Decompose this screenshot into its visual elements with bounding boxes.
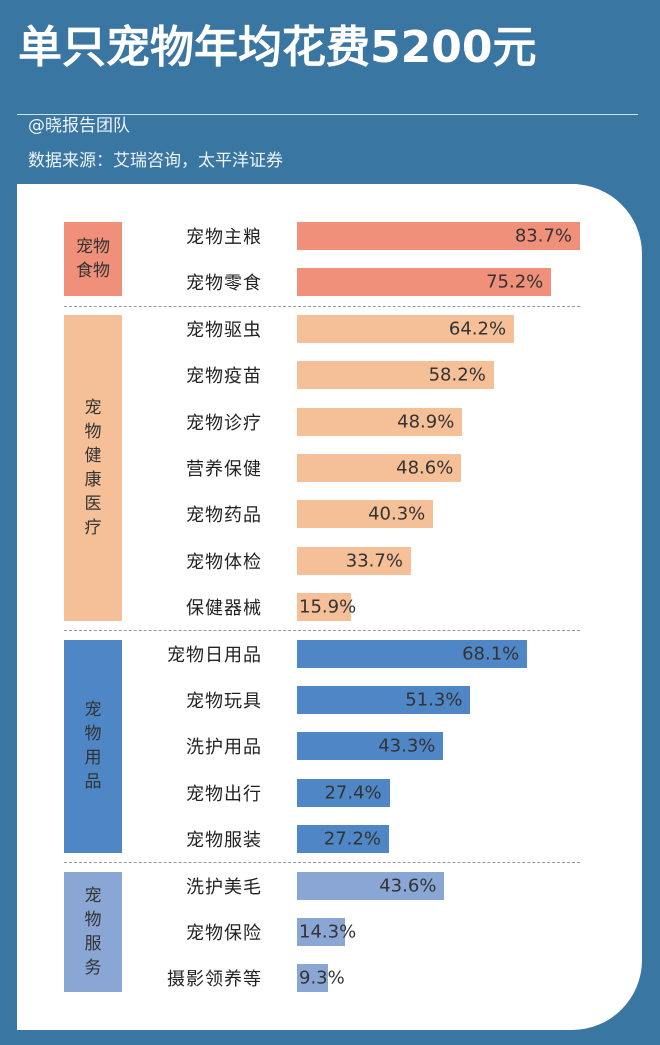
data-source: 数据来源：艾瑞咨询，太平洋证券 — [28, 151, 283, 171]
group-label-box: 宠物食物 — [64, 222, 122, 297]
category-label: 摄影领养等 — [167, 969, 262, 991]
category-label: 宠物驱虫 — [186, 319, 262, 341]
group-separator — [64, 862, 580, 864]
category-label: 宠物玩具 — [186, 691, 262, 712]
title-divider — [17, 114, 638, 115]
bar — [297, 778, 390, 807]
group-label-box: 宠物健康医疗 — [64, 314, 122, 622]
data-label: 33.7% — [345, 550, 403, 572]
bar — [297, 454, 462, 482]
category-label: 宠物保险 — [186, 923, 262, 944]
group-label: 宠物食物 — [75, 237, 110, 282]
data-label: 83.7% — [514, 225, 572, 247]
category-label: 洗护美毛 — [186, 876, 262, 898]
group-label: 宠物健康医疗 — [84, 397, 102, 538]
data-label: 75.2% — [486, 271, 544, 293]
data-label: 15.9% — [299, 596, 357, 618]
bar — [297, 639, 528, 668]
bar — [297, 361, 494, 390]
bar — [297, 871, 445, 900]
bar — [297, 593, 351, 622]
data-label: 14.3% — [299, 921, 357, 943]
category-label: 宠物诊疗 — [186, 412, 262, 434]
category-label: 营养保健 — [186, 459, 262, 480]
group-separator — [64, 630, 580, 632]
data-label: 43.3% — [378, 735, 436, 757]
group-label-box: 宠物服务 — [64, 871, 122, 993]
bar — [297, 314, 515, 343]
data-label: 40.3% — [368, 503, 426, 525]
data-label: 68.1% — [462, 643, 520, 665]
category-label: 洗护用品 — [186, 737, 262, 759]
bar — [297, 407, 463, 436]
page-title: 单只宠物年均花费5200元 — [18, 22, 537, 73]
group-label-box: 宠物用品 — [64, 639, 122, 854]
group-separator — [64, 305, 580, 307]
bar — [297, 686, 471, 714]
bar — [297, 825, 389, 854]
category-label: 宠物主粮 — [186, 227, 262, 248]
data-label: 48.6% — [396, 457, 454, 479]
group-label: 宠物用品 — [84, 700, 102, 793]
data-label: 58.2% — [428, 364, 486, 386]
bar — [297, 500, 434, 529]
author-credit: @晓报告团队 — [28, 116, 130, 136]
category-label: 保健器械 — [186, 598, 262, 620]
category-label: 宠物体检 — [186, 551, 262, 573]
bar — [297, 268, 552, 297]
bar — [297, 546, 411, 575]
group-label: 宠物服务 — [84, 885, 102, 978]
bar — [297, 918, 346, 946]
bar — [297, 732, 444, 761]
category-label: 宠物日用品 — [167, 644, 262, 666]
category-label: 宠物药品 — [186, 505, 262, 527]
data-label: 64.2% — [448, 318, 507, 340]
data-label: 43.6% — [379, 875, 437, 897]
data-label: 9.3% — [299, 967, 345, 989]
data-label: 27.4% — [324, 782, 382, 804]
category-label: 宠物疫苗 — [186, 366, 262, 388]
category-label: 宠物服装 — [186, 830, 262, 852]
category-label: 宠物出行 — [186, 783, 262, 805]
data-label: 48.9% — [397, 411, 455, 433]
bar — [297, 964, 329, 993]
bar — [297, 222, 580, 250]
category-label: 宠物零食 — [186, 273, 262, 295]
data-label: 51.3% — [405, 689, 463, 711]
data-label: 27.2% — [323, 828, 381, 850]
